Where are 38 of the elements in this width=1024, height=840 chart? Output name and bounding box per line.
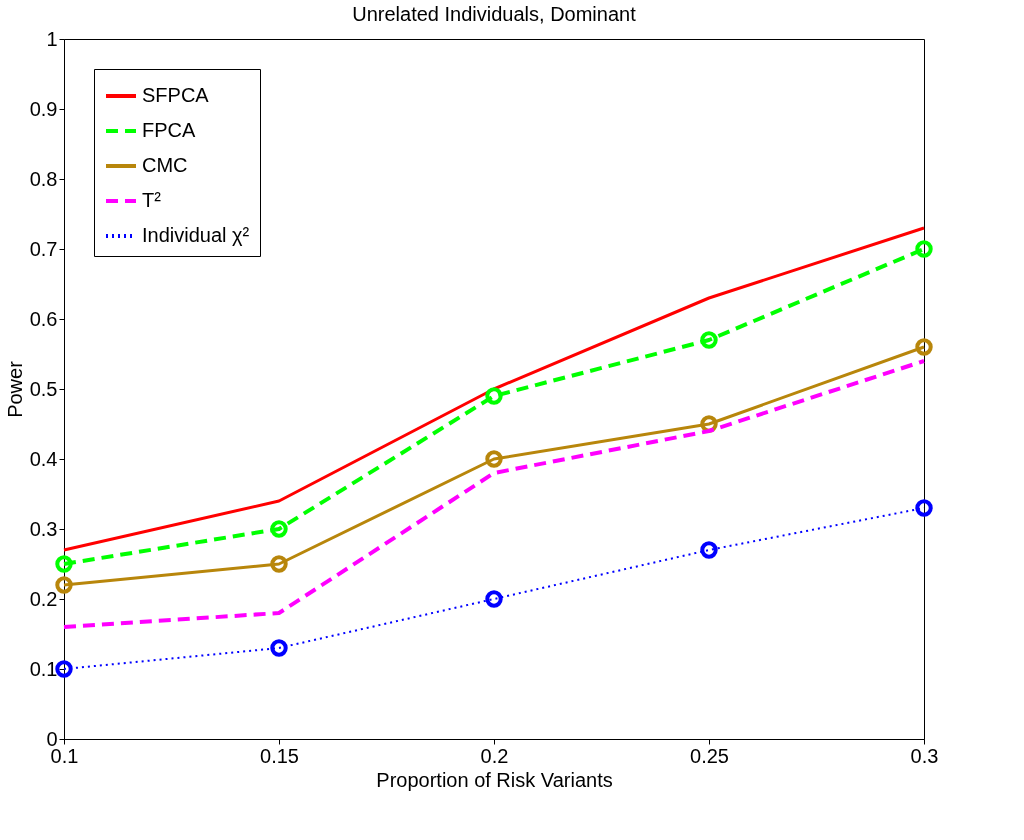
legend-label: Individual χ² (142, 224, 250, 246)
y-tick-label: 0.6 (29, 307, 58, 330)
y-tick-label: 0 (46, 727, 58, 750)
y-tick-label: 0.9 (29, 97, 58, 120)
y-tick-label: 0.8 (29, 167, 58, 190)
x-tick-label: 0.15 (260, 744, 299, 767)
y-tick-label: 0.1 (29, 657, 58, 680)
point (270, 520, 288, 538)
point (55, 660, 73, 678)
legend-label: FPCA (142, 119, 196, 141)
line-series (62, 359, 926, 629)
x-axis-title: Proportion of Risk Variants (376, 768, 613, 791)
point (55, 555, 73, 573)
y-tick-label: 0.7 (29, 237, 58, 260)
point (270, 555, 288, 573)
x-tick-label: 0.2 (480, 744, 509, 767)
point (485, 590, 503, 608)
point (55, 576, 73, 594)
point (270, 639, 288, 657)
legend-label: SFPCA (142, 84, 210, 106)
y-tick-label: 1 (46, 27, 58, 50)
point (700, 331, 718, 349)
y-tick-label: 0.4 (29, 447, 58, 470)
legend-label: CMC (142, 154, 188, 176)
y-tick-label: 0.2 (29, 587, 58, 610)
legend-label: T² (142, 189, 162, 211)
y-axis-title: Power (3, 360, 26, 418)
point (915, 499, 933, 517)
y-tick-label: 0.5 (29, 377, 58, 400)
point (915, 338, 933, 356)
chart-title: Unrelated Individuals, Dominant (352, 3, 637, 25)
x-tick-label: 0.3 (910, 744, 939, 767)
x-tick-label: 0.25 (690, 744, 729, 767)
y-tick-label: 0.3 (29, 517, 58, 540)
point (485, 387, 503, 405)
point (700, 541, 718, 559)
point (485, 450, 503, 468)
point (915, 240, 933, 258)
